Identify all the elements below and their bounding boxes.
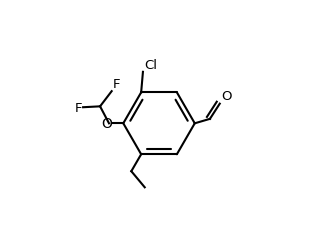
Text: Cl: Cl — [144, 59, 157, 72]
Text: O: O — [222, 89, 232, 102]
Text: F: F — [113, 78, 120, 91]
Text: F: F — [75, 101, 82, 114]
Text: O: O — [102, 117, 113, 131]
